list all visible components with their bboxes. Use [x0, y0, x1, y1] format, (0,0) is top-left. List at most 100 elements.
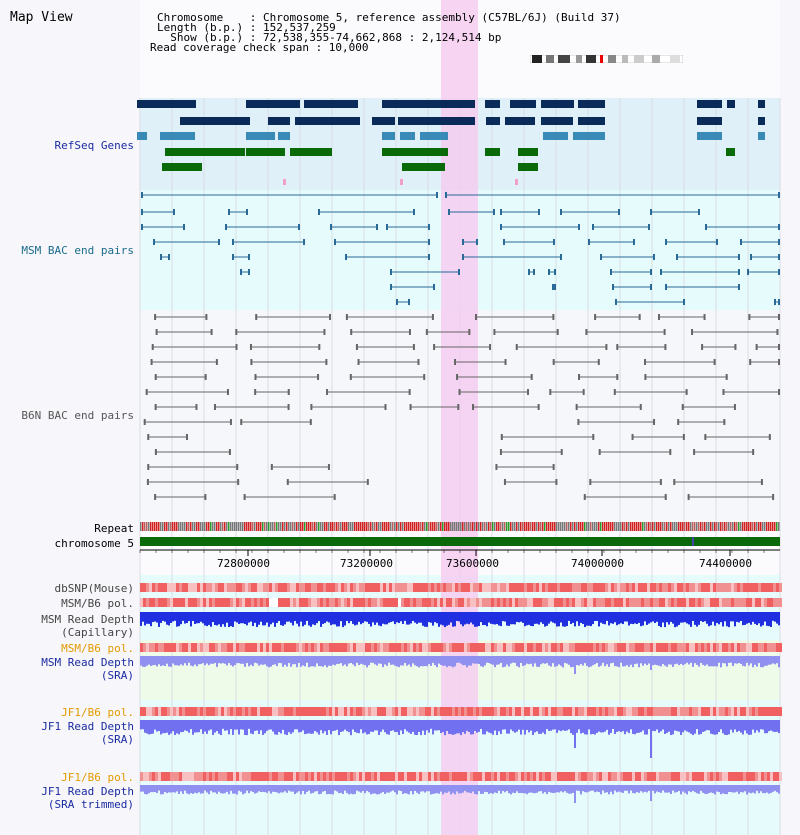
heat-cell [374, 707, 377, 716]
depth-bar [612, 612, 614, 624]
repeat-feature [756, 522, 758, 531]
depth-bar [350, 656, 352, 663]
depth-bar [472, 785, 474, 792]
heat-cell [653, 598, 656, 607]
repeat-feature [180, 522, 182, 531]
depth-bar [362, 612, 364, 623]
heat-cell [275, 598, 278, 607]
heat-cell [650, 772, 653, 781]
depth-bar [272, 785, 274, 792]
bac-end [778, 314, 780, 320]
depth-bar [332, 656, 334, 665]
heat-cell [743, 598, 746, 607]
depth-bar [308, 785, 310, 791]
depth-bar [742, 612, 744, 625]
bac-end [287, 479, 289, 485]
depth-bar [304, 785, 306, 794]
heat-cell [272, 643, 275, 652]
depth-bar [186, 612, 188, 623]
repeat-feature [358, 522, 360, 531]
bac-end [232, 254, 234, 260]
heat-cell [314, 707, 317, 716]
heat-cell [434, 772, 437, 781]
depth-bar [636, 720, 638, 733]
repeat-feature [720, 522, 722, 531]
heat-cell [707, 707, 710, 716]
bac-end [553, 239, 555, 245]
heat-cell [527, 598, 530, 607]
depth-bar [514, 656, 516, 663]
heat-cell [356, 598, 359, 607]
bac-end [705, 224, 707, 230]
heat-cell [707, 643, 710, 652]
heat-cell [506, 598, 509, 607]
depth-bar [298, 656, 300, 663]
depth-bar [140, 720, 142, 729]
repeat-feature [280, 522, 282, 531]
heat-cell [176, 598, 179, 607]
heat-cell [728, 583, 731, 592]
heat-cell [485, 772, 488, 781]
heat-cell [488, 707, 491, 716]
depth-bar [252, 656, 254, 666]
repeat-feature [394, 522, 396, 531]
depth-bar [524, 612, 526, 626]
heat-cell [743, 707, 746, 716]
depth-bar [612, 656, 614, 663]
bac-end [560, 209, 562, 215]
bac-end [633, 239, 635, 245]
depth-bar [640, 612, 642, 626]
heat-cell [731, 772, 734, 781]
bac-end [147, 434, 149, 440]
bac-end [173, 209, 175, 215]
heat-cell [725, 643, 728, 652]
bac-end [472, 404, 474, 410]
depth-bar [294, 720, 296, 729]
depth-bar [306, 720, 308, 734]
depth-bar [282, 656, 284, 667]
repeat-feature [646, 522, 648, 531]
heat-cell [743, 643, 746, 652]
depth-bar [532, 785, 534, 793]
depth-bar [404, 785, 406, 793]
depth-bar [462, 656, 464, 665]
depth-bar [750, 785, 752, 793]
heat-cell [251, 772, 254, 781]
depth-bar [152, 720, 154, 734]
heat-cell [275, 643, 278, 652]
depth-bar [518, 785, 520, 793]
heat-cell [569, 598, 572, 607]
heat-cell [641, 598, 644, 607]
heat-cell [575, 707, 578, 716]
depth-bar [630, 612, 632, 624]
repeat-feature [450, 522, 452, 531]
heat-cell [521, 707, 524, 716]
depth-bar [302, 612, 304, 626]
depth-bar [190, 612, 192, 626]
heat-cell [212, 772, 215, 781]
heat-cell [653, 772, 656, 781]
depth-bar [220, 720, 222, 735]
gene-feature [541, 117, 573, 125]
heat-cell [545, 583, 548, 592]
depth-bar [244, 785, 246, 793]
heat-cell [335, 583, 338, 592]
heat-cell [569, 583, 572, 592]
depth-bar [214, 656, 216, 663]
depth-bar [638, 720, 640, 733]
heat-cell [482, 583, 485, 592]
chromosome-ideogram[interactable] [530, 53, 683, 61]
heat-cell [620, 598, 623, 607]
heat-cell [326, 643, 329, 652]
repeat-feature [200, 522, 202, 531]
depth-bar [326, 656, 328, 667]
heat-cell [194, 598, 197, 607]
heat-cell [344, 598, 347, 607]
repeat-feature [574, 522, 576, 531]
repeat-feature [482, 522, 484, 531]
depth-bar [224, 612, 226, 627]
repeat-feature [492, 522, 494, 531]
depth-bar [770, 720, 772, 731]
heat-cell [407, 643, 410, 652]
heat-cell [437, 643, 440, 652]
